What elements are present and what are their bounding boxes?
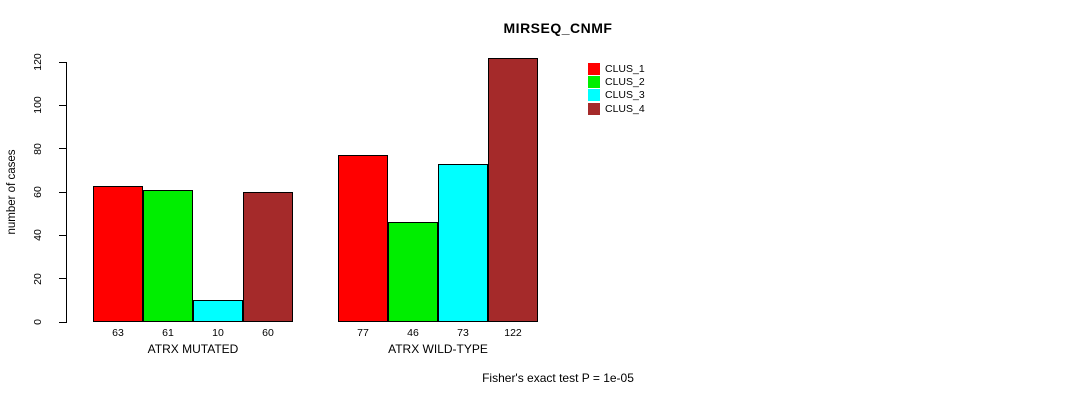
legend-label: CLUS_2: [605, 76, 645, 89]
legend-label: CLUS_1: [605, 62, 645, 75]
group-label: ATRX WILD-TYPE: [388, 342, 488, 356]
y-tick-label: 120: [32, 53, 44, 71]
legend-swatch-icon: [588, 89, 600, 102]
y-tick-mark: [59, 148, 66, 150]
bar-value-label: 46: [407, 327, 419, 339]
bar-value-label: 122: [504, 327, 522, 339]
bar-clus_2-atrx-mutated: [143, 189, 193, 322]
y-tick-label: 100: [32, 96, 44, 115]
y-tick-mark: [59, 234, 66, 236]
legend-label: CLUS_4: [605, 102, 645, 115]
y-tick-label: 60: [32, 186, 44, 198]
bar-clus_1-atrx-mutated: [93, 185, 143, 322]
legend-swatch-icon: [588, 62, 600, 75]
y-tick-mark: [59, 278, 66, 280]
group-label: ATRX MUTATED: [147, 342, 239, 356]
y-tick-label: 0: [32, 319, 44, 325]
y-tick-label: 80: [32, 142, 44, 155]
bar-clus_3-atrx-wild-type: [438, 163, 488, 322]
legend-item: CLUS_2: [588, 75, 645, 89]
bar-value-label: 73: [457, 327, 469, 339]
bar-clus_2-atrx-wild-type: [388, 222, 438, 322]
bar-clus_3-atrx-mutated: [193, 300, 243, 322]
bar-value-label: 60: [262, 327, 274, 339]
chart-title: MIRSEQ_CNMF: [503, 20, 613, 36]
footnote-text: Fisher's exact test P = 1e-05: [482, 371, 634, 385]
bar-value-label: 77: [357, 327, 369, 339]
legend-item: CLUS_3: [588, 89, 645, 102]
bar-value-label: 63: [112, 327, 124, 339]
legend-item: CLUS_4: [588, 102, 645, 115]
y-tick-label: 20: [32, 272, 44, 285]
y-tick-label: 40: [32, 229, 44, 242]
bar-value-label: 61: [162, 327, 174, 339]
bar-clus_1-atrx-wild-type: [338, 155, 388, 322]
y-tick-mark: [59, 104, 66, 106]
y-tick-mark: [59, 61, 66, 63]
y-axis-line: [66, 62, 67, 323]
y-axis-label: number of cases: [6, 149, 18, 235]
legend-swatch-icon: [588, 76, 600, 89]
bar-clus_4-atrx-wild-type: [488, 57, 538, 322]
legend-item: CLUS_1: [588, 62, 645, 75]
legend-label: CLUS_3: [605, 89, 645, 102]
bar-clus_4-atrx-mutated: [243, 192, 293, 322]
bar-value-label: 10: [212, 327, 224, 339]
y-tick-mark: [59, 321, 66, 323]
legend: CLUS_1 CLUS_2 CLUS_3 CLUS_4: [588, 62, 645, 116]
y-tick-mark: [59, 191, 66, 193]
legend-swatch-icon: [588, 102, 600, 115]
